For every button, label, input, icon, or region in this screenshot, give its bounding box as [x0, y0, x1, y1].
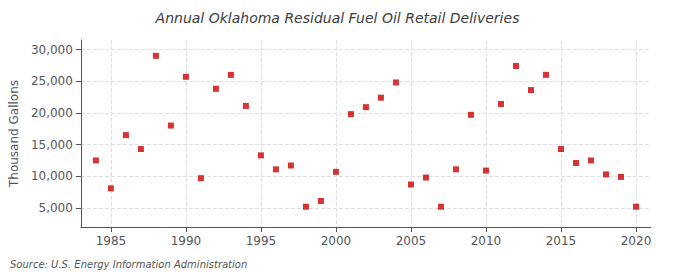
svg-text:Source: U.S. Energy Informatio: Source: U.S. Energy Information Administ… [10, 259, 247, 270]
svg-text:20,000: 20,000 [31, 106, 73, 120]
svg-text:2020: 2020 [621, 234, 652, 248]
svg-text:2015: 2015 [546, 234, 577, 248]
svg-text:15,000: 15,000 [31, 138, 73, 152]
svg-text:2000: 2000 [321, 234, 352, 248]
svg-text:25,000: 25,000 [31, 74, 73, 88]
svg-text:Thousand Gallons: Thousand Gallons [7, 80, 21, 188]
svg-text:10,000: 10,000 [31, 169, 73, 183]
svg-text:2010: 2010 [471, 234, 502, 248]
svg-text:1990: 1990 [171, 234, 202, 248]
svg-text:2005: 2005 [396, 234, 427, 248]
svg-text:1995: 1995 [246, 234, 277, 248]
svg-text:Annual Oklahoma Residual Fuel: Annual Oklahoma Residual Fuel Oil Retail… [155, 10, 520, 26]
svg-text:1985: 1985 [96, 234, 127, 248]
svg-text:30,000: 30,000 [31, 43, 73, 57]
svg-text:5,000: 5,000 [39, 201, 73, 215]
